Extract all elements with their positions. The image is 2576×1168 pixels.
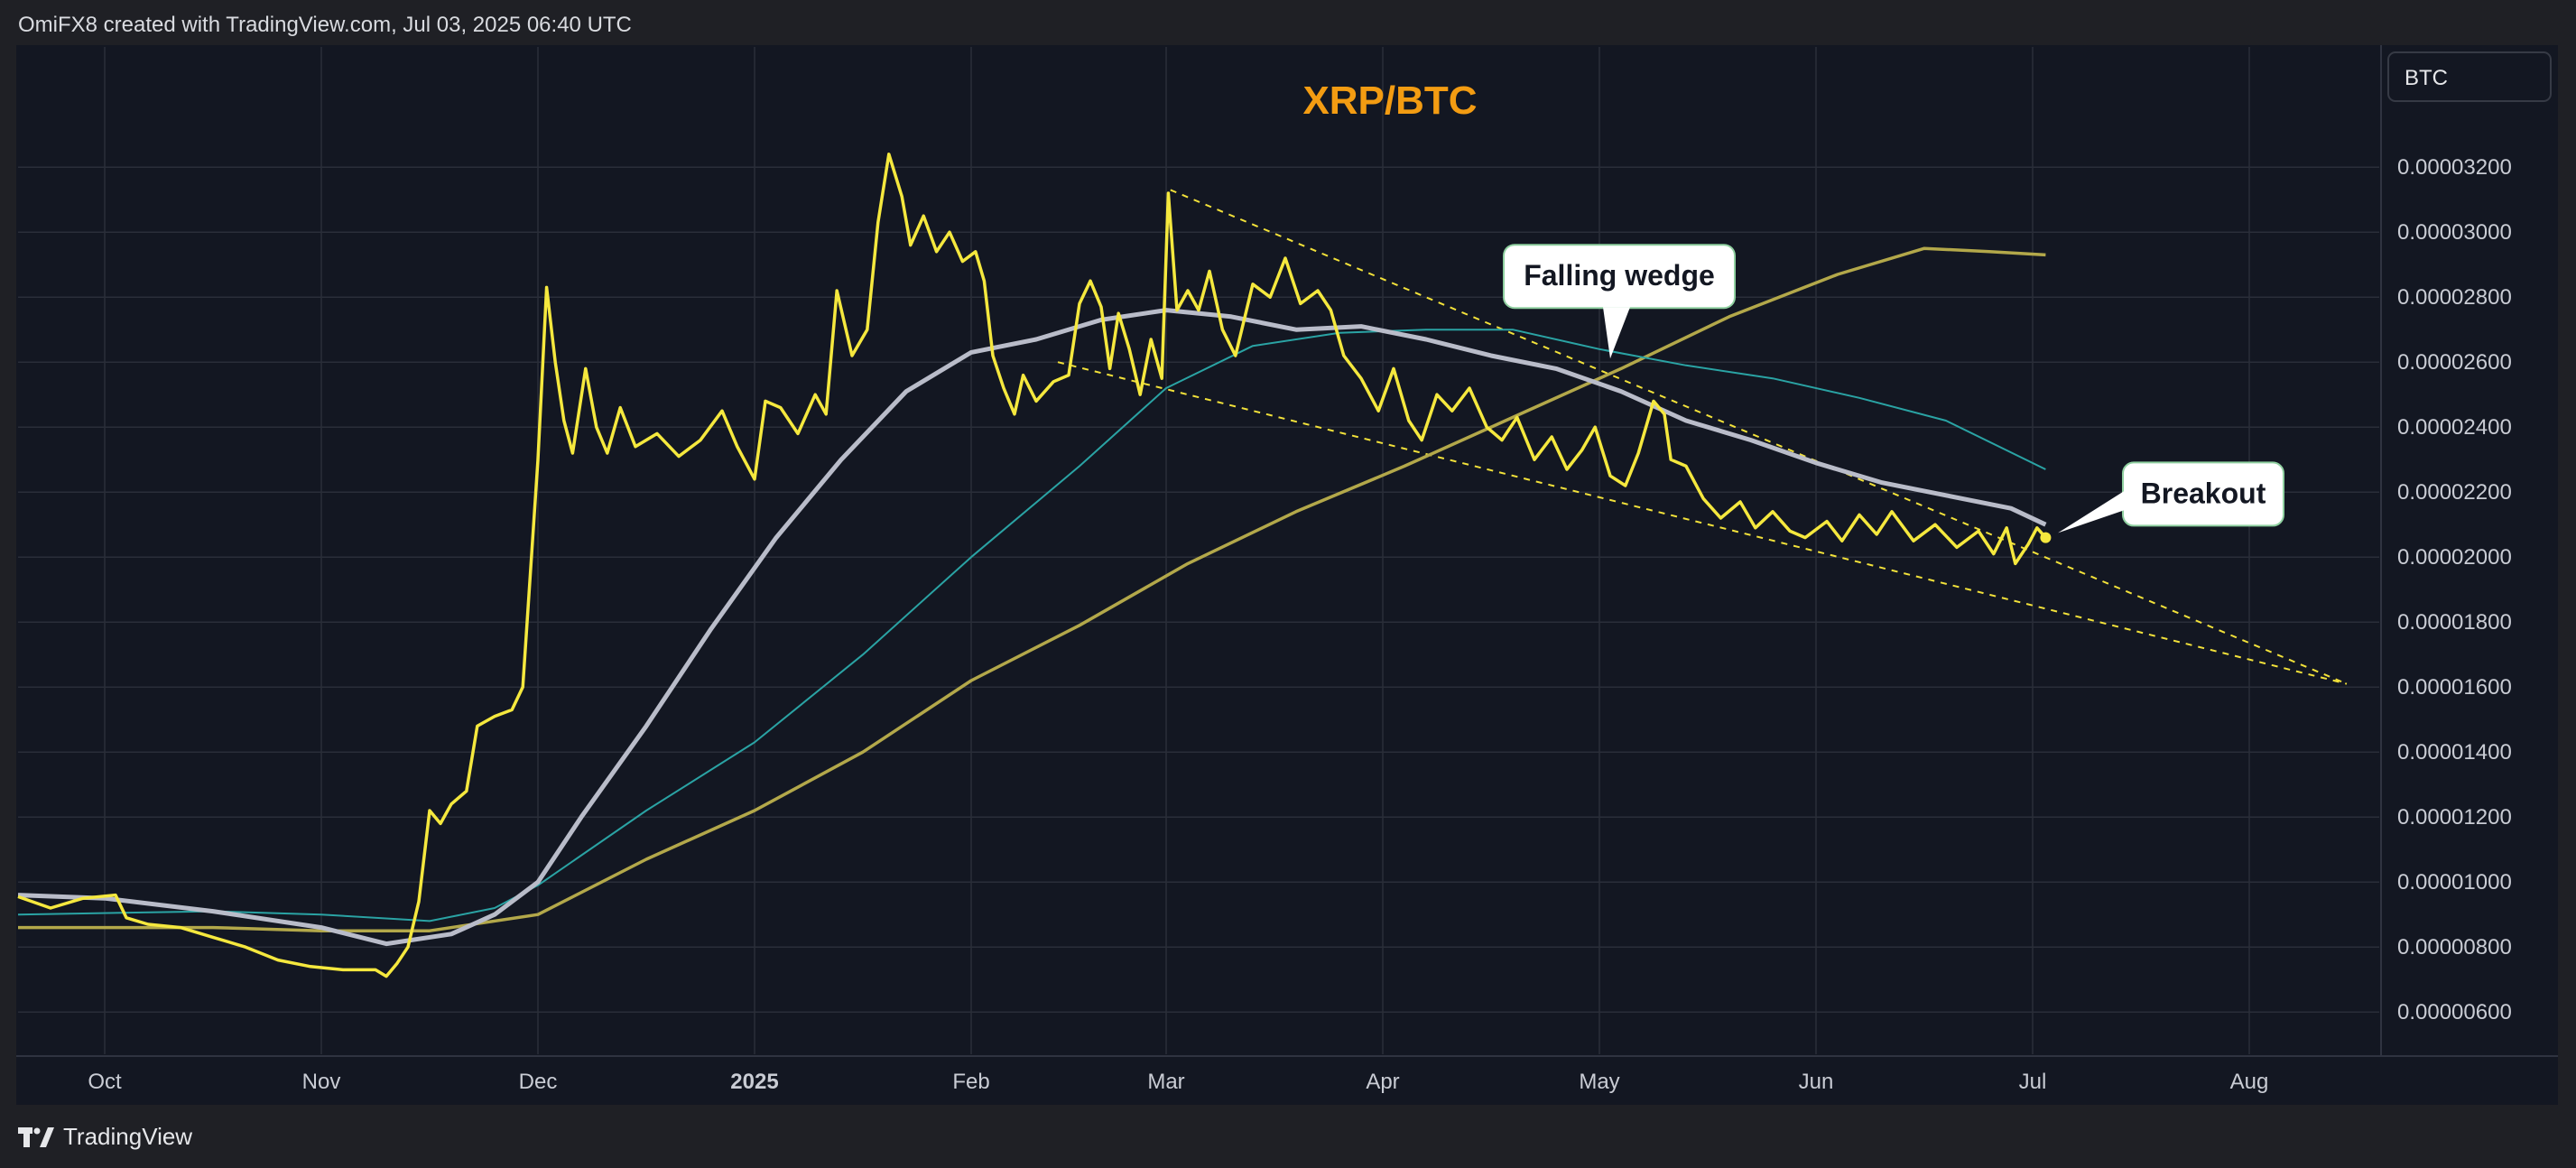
- y-tick-label: 0.00002200: [2397, 480, 2512, 505]
- y-tick-label: 0.00003000: [2397, 220, 2512, 245]
- price-scale-label: BTC: [2405, 66, 2448, 90]
- x-tick-label: Oct: [88, 1070, 122, 1094]
- series-line-ma-olive: [18, 246, 2046, 932]
- x-tick-label: Dec: [519, 1070, 558, 1094]
- x-tick-label: Apr: [1366, 1070, 1399, 1094]
- callout-breakout: Breakout: [2058, 461, 2284, 533]
- x-tick-label: Mar: [1147, 1070, 1184, 1094]
- plot-background: [16, 45, 2558, 1105]
- y-tick-label: 0.00003200: [2397, 155, 2512, 180]
- falling-wedge-lines: [1057, 189, 2348, 685]
- tradingview-logo[interactable]: TradingView: [18, 1123, 192, 1151]
- y-tick-label: 0.00001000: [2397, 870, 2512, 895]
- y-tick-label: 0.00002400: [2397, 415, 2512, 440]
- y-tick-label: 0.00002800: [2397, 285, 2512, 310]
- x-tick-label: Nov: [302, 1070, 341, 1094]
- annotation-label: Breakout: [2141, 477, 2266, 509]
- tradingview-icon: [18, 1126, 54, 1147]
- x-tick-label: Jul: [2019, 1070, 2047, 1094]
- y-tick-label: 0.00001800: [2397, 610, 2512, 635]
- x-tick-label: Feb: [952, 1070, 989, 1094]
- x-tick-label: May: [1579, 1070, 1619, 1094]
- series-line-price: [17, 153, 2047, 978]
- x-tick-label: Aug: [2230, 1070, 2269, 1094]
- x-tick-label: Jun: [1799, 1070, 1834, 1094]
- price-axis: 0.00003200 0.00003000 0.00002800 0.00002600…: [2397, 155, 2512, 1024]
- y-tick-label: 0.00000600: [2397, 1000, 2512, 1024]
- x-tick-label: 2025: [730, 1070, 778, 1094]
- wedge-trendline: [1170, 189, 2348, 685]
- y-tick-label: 0.00001400: [2397, 740, 2512, 765]
- annotation-label: Falling wedge: [1524, 259, 1715, 292]
- tradingview-wordmark: TradingView: [63, 1123, 193, 1150]
- series-line-ma-white: [17, 308, 2047, 947]
- y-tick-label: 0.00001200: [2397, 805, 2512, 830]
- callout-falling-wedge: Falling wedge: [1503, 244, 1736, 359]
- y-tick-label: 0.00001600: [2397, 675, 2512, 700]
- chart-caption: OmiFX8 created with TradingView.com, Jul…: [18, 13, 632, 37]
- last-price-dot: [2040, 532, 2052, 543]
- time-axis: Oct Nov Dec 2025 Feb Mar Apr May Jun Jul Aug: [88, 1070, 2268, 1094]
- annotations: Falling wedge Breakout: [1503, 244, 2284, 533]
- y-tick-label: 0.00000800: [2397, 935, 2512, 959]
- y-tick-label: 0.00002000: [2397, 545, 2512, 570]
- chart-title: XRP/BTC: [1302, 79, 1477, 123]
- y-tick-label: 0.00002600: [2397, 350, 2512, 375]
- price-scale-badge[interactable]: BTC: [2387, 51, 2552, 102]
- series-lines: [17, 153, 2052, 978]
- grid: [18, 47, 2379, 1054]
- series-line-ma-teal: [17, 329, 2046, 922]
